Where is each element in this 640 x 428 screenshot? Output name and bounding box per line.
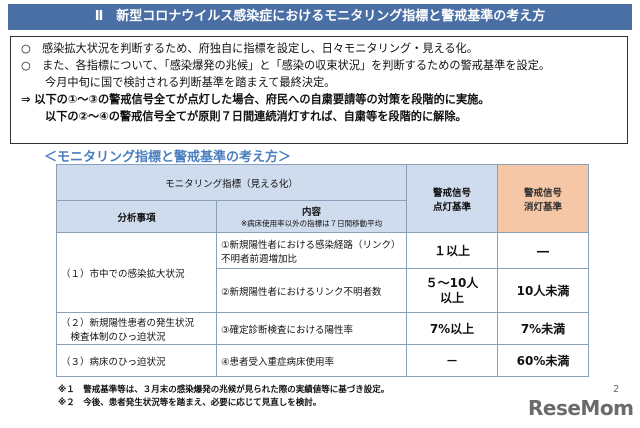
header-content-note: ※病床使用率以外の指標は７日間移動平均 <box>240 219 383 228</box>
header-content: 内容 ※病床使用率以外の指標は７日間移動平均 <box>216 200 407 233</box>
analysis-cell: （１）市中での感染拡大状況 <box>56 232 217 313</box>
monitoring-table: モニタリング指標（見える化） 警戒信号 点灯基準 警戒信号 消灯基準 分析事項 … <box>56 164 589 377</box>
header-on-criteria: 警戒信号 点灯基準 <box>406 164 498 233</box>
footnote: ※２ 今後、患者発生状況等を踏まえ、必要に応じて見直しを検討。 <box>58 398 322 408</box>
content-cell: ①新規陽性者における感染経路（リンク）不明者前週増加比 <box>216 232 407 269</box>
analysis-cell: （２）新規陽性患者の発生状況 検査体制のひっ迫状況 <box>56 312 217 345</box>
analysis-cell: （３）病床のひっ迫状況 <box>56 344 217 377</box>
intro-line: 今月中旬に国で検討される判断基準を踏まえて最終決定。 <box>45 76 336 89</box>
section-title-banner: Ⅱ 新型コロナウイルス感染症におけるモニタリング指標と警戒基準の考え方 <box>8 4 632 30</box>
intro-line: 以下の②～④の警戒信号全てが原則７日間連続消灯すれば、自粛等を段階的に解除。 <box>45 110 467 123</box>
intro-line: ○ また、各指標について、「感染爆発の兆候」と「感染の収束状況」を判断するための… <box>21 59 551 72</box>
on-value: １以上 <box>406 232 498 269</box>
content-cell: ③確定診断検査における陽性率 <box>216 312 407 345</box>
table-row: ②新規陽性者におけるリンク不明者数 ５～10人 以上 10人未満 <box>57 268 589 313</box>
footnote: ※１ 警戒基準等は、３月末の感染爆発の兆候が見られた際の実績値等に基づき設定。 <box>58 385 390 395</box>
table-row: （３）病床のひっ迫状況 ④患者受入重症病床使用率 － 60%未満 <box>56 344 589 377</box>
resemom-logo: ReseMom <box>528 396 634 420</box>
header-analysis: 分析事項 <box>56 200 217 233</box>
off-value: 10人未満 <box>497 268 589 313</box>
intro-line: ⇒ 以下の①～③の警戒信号全てが点灯した場合、府民への自粛要請等の対策を段階的に… <box>21 93 490 106</box>
intro-box: ○ 感染拡大状況を判断するため、府独自に指標を設定し、日々モニタリング・見える化… <box>10 36 628 144</box>
on-value: － <box>406 344 498 377</box>
content-cell: ②新規陽性者におけるリンク不明者数 <box>216 268 407 313</box>
off-value: 7%未満 <box>497 312 589 345</box>
page-number: 2 <box>613 384 620 395</box>
off-value: ― <box>497 232 589 269</box>
on-value: 7%以上 <box>406 312 498 345</box>
table-row: （２）新規陽性患者の発生状況 検査体制のひっ迫状況 ③確定診断検査における陽性率… <box>56 312 589 345</box>
table-subtitle: ＜モニタリング指標と警戒基準の考え方＞ <box>44 150 292 165</box>
header-monitoring: モニタリング指標（見える化） <box>56 164 407 201</box>
header-off-criteria: 警戒信号 消灯基準 <box>497 164 589 233</box>
header-content-label: 内容 <box>301 207 321 218</box>
table-row: （１）市中での感染拡大状況 ①新規陽性者における感染経路（リンク）不明者前週増加… <box>56 232 589 313</box>
on-value: ５～10人 以上 <box>406 268 498 313</box>
footnotes: ※１ 警戒基準等は、３月末の感染爆発の兆候が見られた際の実績値等に基づき設定。 … <box>58 384 389 410</box>
off-value: 60%未満 <box>497 344 589 377</box>
content-cell: ④患者受入重症病床使用率 <box>216 344 407 377</box>
intro-line: ○ 感染拡大状況を判断するため、府独自に指標を設定し、日々モニタリング・見える化… <box>21 42 478 55</box>
